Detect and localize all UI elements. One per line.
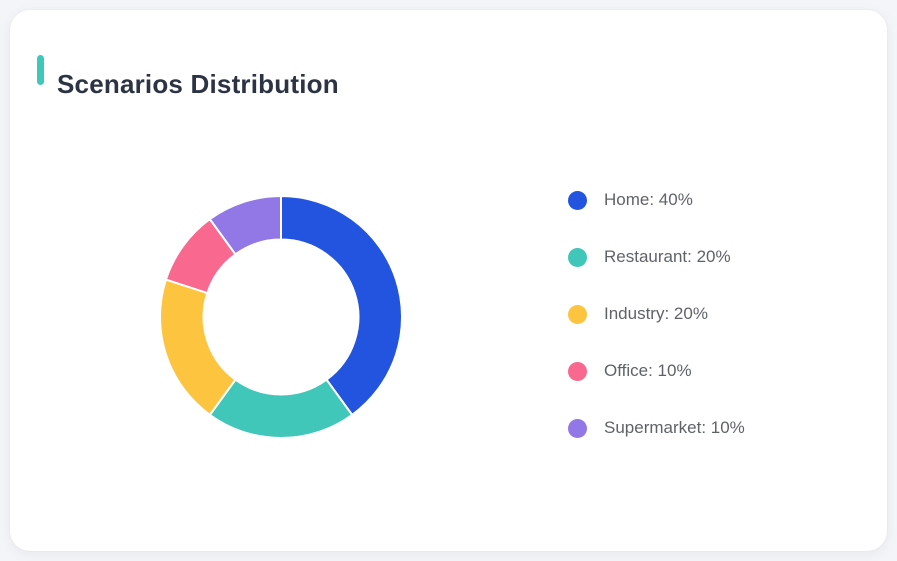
legend-label: Supermarket: 10% [604,418,745,437]
legend-marker [568,247,587,267]
legend-item-industry[interactable]: Industry: 20% [568,302,745,326]
legend-item-home[interactable]: Home: 40% [568,188,745,212]
legend-marker [568,304,587,324]
page-title: Scenarios Distribution [57,69,339,100]
donut-chart-svg [159,195,403,439]
legend-marker [568,418,587,438]
legend-item-supermarket[interactable]: Supermarket: 10% [568,416,745,440]
legend-label: Office: 10% [604,361,692,380]
legend-label: Industry: 20% [604,304,708,323]
legend-label: Restaurant: 20% [604,247,731,266]
legend-label: Home: 40% [604,190,693,209]
legend-marker [568,361,587,381]
title-accent-bar [37,55,44,85]
scenarios-distribution-card: Scenarios Distribution Home: 40% Restaura… [10,10,887,551]
legend-item-office[interactable]: Office: 10% [568,359,745,383]
donut-segment-supermarket[interactable] [208,195,282,256]
donut-chart [158,194,404,440]
legend-item-restaurant[interactable]: Restaurant: 20% [568,245,745,269]
legend-marker [568,190,587,210]
donut-segment-industry[interactable] [159,278,237,416]
chart-legend: Home: 40% Restaurant: 20% Industry: 20% Off… [568,188,745,440]
donut-segment-home[interactable] [280,195,403,416]
donut-segment-restaurant[interactable] [208,378,354,439]
